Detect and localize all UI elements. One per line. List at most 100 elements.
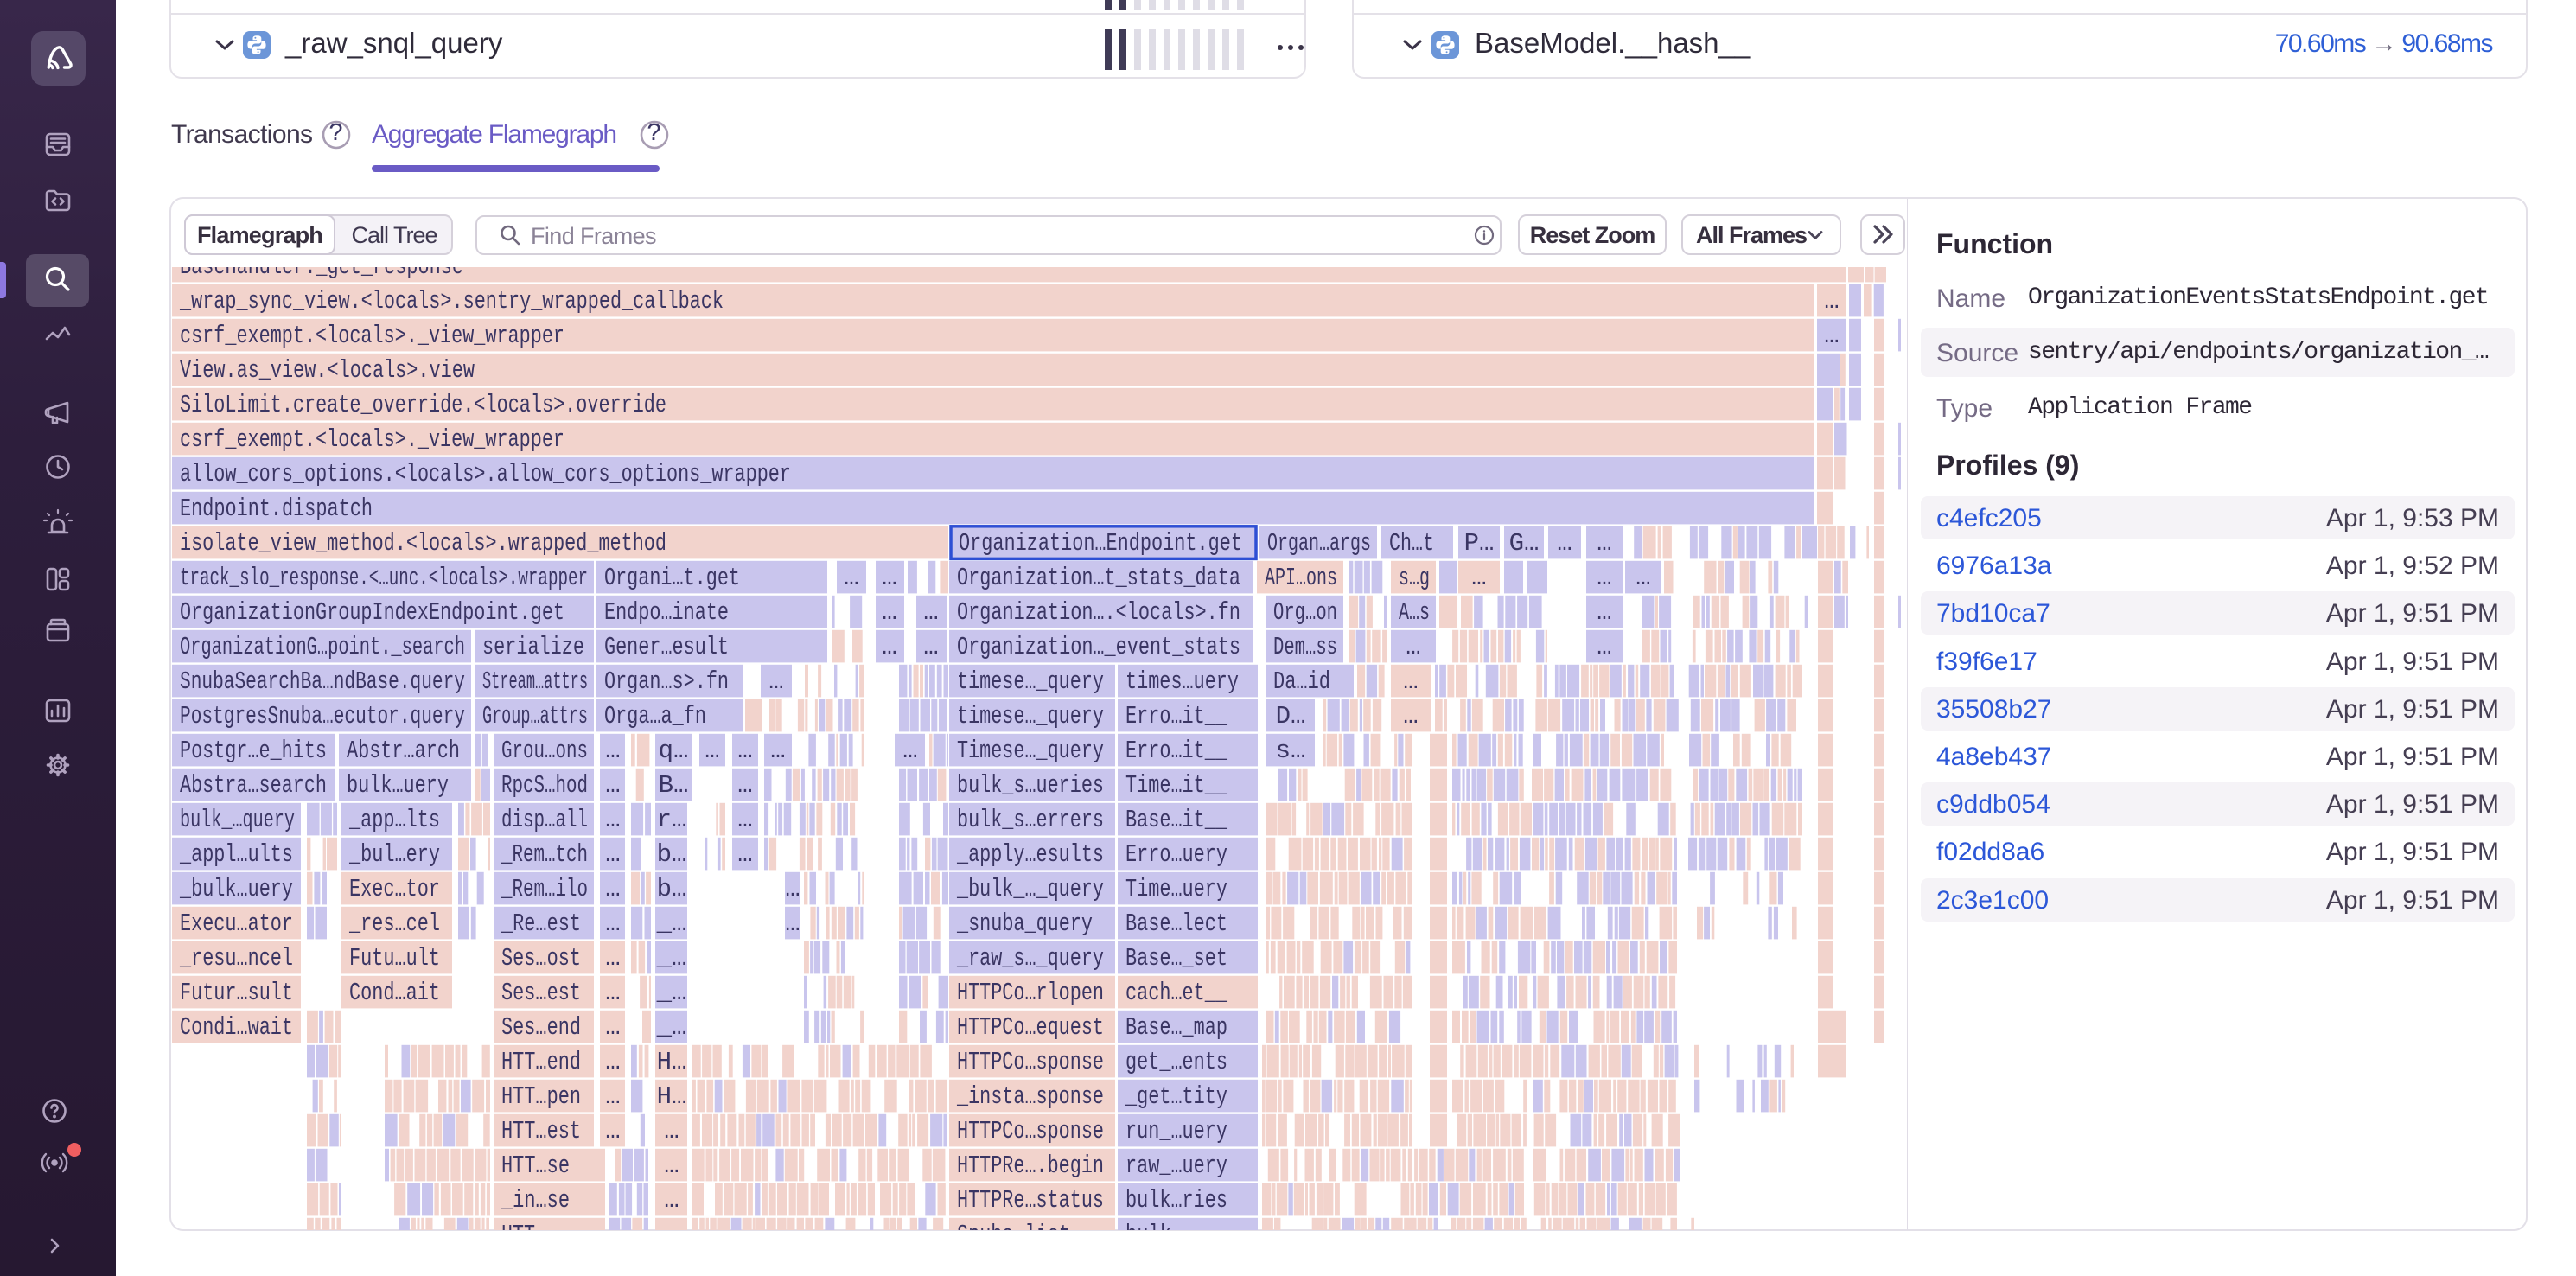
svg-text:…: …: [1403, 667, 1418, 696]
svg-text:cach…et__: cach…et__: [1125, 979, 1227, 1007]
svg-text:Base…lect: Base…lect: [1125, 909, 1227, 938]
svg-text:…: …: [605, 979, 620, 1007]
svg-text:HTTPCo…rlopen: HTTPCo…rlopen: [957, 979, 1104, 1007]
svg-text:get_…ents: get_…ents: [1125, 1048, 1227, 1076]
svg-text:_resu…ncel: _resu…ncel: [179, 944, 293, 973]
svg-text:track_slo_response.<…unc.<loca: track_slo_response.<…unc.<locals>.wrappe…: [180, 564, 588, 592]
svg-text:HTT…se: HTT…se: [501, 1152, 570, 1180]
svg-text:Organization….<locals>.fn: Organization….<locals>.fn: [957, 598, 1240, 627]
svg-text:G…: G…: [1509, 529, 1540, 558]
svg-text:…: …: [844, 564, 858, 592]
svg-text:_…: _…: [656, 909, 687, 938]
svg-text:HTTPCo…sponse: HTTPCo…sponse: [957, 1117, 1104, 1145]
svg-text:Ses…end: Ses…end: [501, 1013, 581, 1042]
svg-text:Execu…ator: Execu…ator: [180, 909, 293, 938]
svg-text:s…g: s…g: [1399, 564, 1430, 592]
svg-text:…: …: [785, 875, 800, 903]
svg-text:_snuba_query: _snuba_query: [956, 909, 1093, 938]
svg-text:Erro…it__: Erro…it__: [1125, 702, 1227, 731]
svg-text:…: …: [605, 1048, 620, 1076]
svg-text:Time…uery: Time…uery: [1125, 875, 1227, 903]
svg-text:Gener…esult: Gener…esult: [604, 633, 729, 661]
svg-text:Dem…ss: Dem…ss: [1273, 633, 1337, 661]
svg-text:…: …: [1406, 633, 1420, 661]
svg-text:raw_…uery: raw_…uery: [1125, 1152, 1227, 1180]
svg-text:BaseHandler._get_response: BaseHandler._get_response: [180, 267, 463, 281]
svg-text:Abstra…search: Abstra…search: [180, 771, 327, 800]
svg-text:serialize: serialize: [482, 633, 584, 661]
svg-text:Erro…it__: Erro…it__: [1125, 737, 1227, 765]
svg-text:Exec…tor: Exec…tor: [349, 875, 440, 903]
svg-text:s…: s…: [1276, 737, 1306, 765]
svg-text:…: …: [902, 737, 917, 765]
svg-text:…: …: [1597, 564, 1611, 592]
svg-text:b…: b…: [657, 840, 687, 869]
svg-text:…: …: [605, 909, 620, 938]
svg-text:Ses…ost: Ses…ost: [501, 944, 581, 973]
svg-text:P…: P…: [1464, 529, 1495, 558]
svg-text:bulk…ries: bulk…ries: [1125, 1186, 1227, 1215]
svg-text:_bul…ery: _bul…ery: [348, 840, 440, 869]
svg-text:HTT…est: HTT…est: [501, 1117, 581, 1145]
svg-text:H…: H…: [657, 1048, 687, 1076]
svg-text:Organization…_event_stats: Organization…_event_stats: [957, 633, 1240, 661]
svg-text:…: …: [785, 909, 800, 938]
svg-text:Organization…t_stats_data: Organization…t_stats_data: [957, 564, 1240, 592]
svg-text:OrganizationG…point._search: OrganizationG…point._search: [180, 633, 465, 661]
svg-text:_in…se: _in…se: [501, 1186, 570, 1215]
svg-text:…: …: [768, 667, 783, 696]
svg-text:…: …: [770, 737, 785, 765]
svg-text:_…: _…: [656, 1013, 687, 1042]
svg-text:…: …: [664, 1117, 679, 1145]
svg-text:_get…tity: _get…tity: [1125, 1082, 1227, 1111]
svg-text:…: …: [1824, 322, 1839, 350]
svg-text:…: …: [605, 944, 620, 973]
svg-text:…: …: [664, 1186, 679, 1215]
svg-text:_raw_s…_query: _raw_s…_query: [956, 944, 1104, 973]
svg-text:SnubaSearchBa…ndBase.query: SnubaSearchBa…ndBase.query: [180, 667, 465, 696]
svg-text:csrf_exempt.<locals>._view_wra: csrf_exempt.<locals>._view_wrapper: [180, 425, 564, 454]
svg-text:Base…_map: Base…_map: [1125, 1013, 1227, 1042]
svg-text:…: …: [605, 1013, 620, 1042]
svg-text:Base…it__: Base…it__: [1125, 806, 1227, 834]
svg-text:B…: B…: [659, 771, 689, 800]
svg-text:HTT…pen: HTT…pen: [501, 1082, 581, 1111]
svg-text:…: …: [664, 1152, 679, 1180]
svg-text:A…s: A…s: [1399, 598, 1430, 627]
svg-text:…: …: [882, 598, 896, 627]
svg-text:_apply…esults: _apply…esults: [956, 840, 1104, 869]
svg-text:bulk_…query: bulk_…query: [180, 806, 295, 834]
svg-text:…: …: [882, 564, 896, 592]
svg-text:timese…_query: timese…_query: [957, 667, 1104, 696]
svg-text:…: …: [1597, 598, 1611, 627]
svg-text:Endpo…inate: Endpo…inate: [604, 598, 729, 627]
svg-text:isolate_view_method.<locals>.w: isolate_view_method.<locals>.wrapped_met…: [180, 529, 666, 558]
svg-text:_…: _…: [656, 979, 687, 1007]
svg-text:Abstr…arch: Abstr…arch: [347, 737, 460, 765]
svg-text:times…uery: times…uery: [1125, 667, 1239, 696]
svg-text:Ses…est: Ses…est: [501, 979, 581, 1007]
svg-text:_wrap_sync_view.<locals>.sentr: _wrap_sync_view.<locals>.sentry_wrapped_…: [179, 287, 724, 316]
svg-text:HTTPCo…equest: HTTPCo…equest: [957, 1013, 1104, 1042]
svg-text:…: …: [1471, 564, 1486, 592]
svg-text:csrf_exempt.<locals>._view_wra: csrf_exempt.<locals>._view_wrapper: [180, 322, 564, 350]
svg-text:…: …: [737, 806, 752, 834]
svg-text:Endpoint.dispatch: Endpoint.dispatch: [180, 494, 373, 523]
svg-text:b…: b…: [657, 875, 687, 903]
svg-text:_…: _…: [656, 944, 687, 973]
svg-text:bulk…: bulk…: [1125, 1221, 1183, 1230]
svg-text:HTTPRe….begin: HTTPRe….begin: [957, 1152, 1104, 1180]
svg-text:…: …: [1636, 564, 1650, 592]
svg-text:PostgresSnuba…ecutor.query: PostgresSnuba…ecutor.query: [180, 702, 465, 731]
svg-text:Time…it__: Time…it__: [1125, 771, 1227, 800]
svg-text:_insta…sponse: _insta…sponse: [956, 1082, 1104, 1111]
svg-text:_Rem…tch: _Rem…tch: [501, 840, 588, 869]
svg-text:q…: q…: [659, 737, 689, 765]
svg-text:Futur…sult: Futur…sult: [180, 979, 293, 1007]
svg-text:…: …: [605, 771, 620, 800]
svg-text:HTT: HTT: [501, 1221, 535, 1230]
svg-text:Grou…ons: Grou…ons: [501, 737, 588, 765]
svg-text:…: …: [605, 840, 620, 869]
svg-text:HTTPCo…sponse: HTTPCo…sponse: [957, 1048, 1104, 1076]
svg-text:Organ…args: Organ…args: [1267, 529, 1371, 558]
